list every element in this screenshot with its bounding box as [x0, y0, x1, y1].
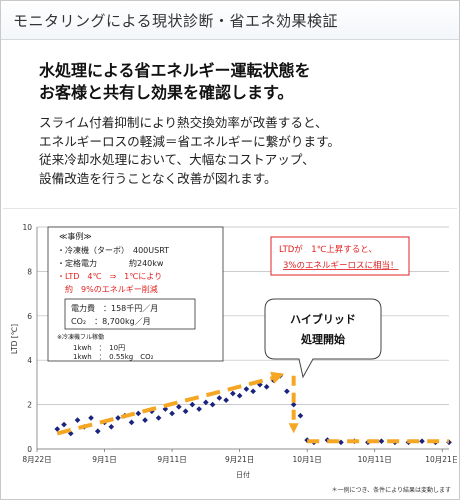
conv-line-1: 1kwh ： 10円: [73, 344, 125, 352]
body-line-4: 設備改造を行うことなく改善が図れます。: [39, 170, 277, 186]
ltd-note-line-1: LTDが 1℃上昇すると、: [279, 244, 377, 255]
y-tick-label: 8: [27, 267, 32, 276]
case-item-4: 約 9%のエネルギー削減: [57, 284, 158, 294]
ltd-chart: 0 2 4 6 8 10 8月22日 9月1日 9月11日 9月21日 10月1日 10月11日 10月…: [3, 208, 459, 499]
body-line-3: 従来冷却水処理において、大幅なコストアップ、: [39, 152, 315, 167]
x-tick-label: 8月22日: [22, 455, 51, 464]
hybrid-line-2: 処理開始: [300, 332, 345, 346]
data-point: [169, 410, 175, 417]
ltd-note-box: [270, 236, 410, 276]
case-item-1: ・冷凍機（ターボ） 400USRT: [57, 245, 169, 255]
y-tick-label: 2: [27, 401, 32, 410]
data-point: [88, 415, 94, 421]
data-point: [182, 408, 189, 415]
data-point: [284, 388, 290, 395]
data-point: [189, 401, 196, 408]
body-line-1: スライム付着抑制により熱交換効率が改善すると、: [39, 115, 328, 130]
y-tick-label: 10: [22, 223, 32, 232]
data-point: [250, 388, 256, 395]
x-tick-label: 10月21日: [425, 455, 457, 464]
section-title: モニタリングによる現状診断・省エネ効果検証: [13, 11, 339, 30]
case-title: ≪事例≫: [59, 231, 92, 241]
y-tick-label: 6: [27, 312, 32, 321]
trend-arrowhead-rise: [270, 371, 285, 384]
case-item-3: ・LTD 4℃ ⇒ 1℃により: [57, 272, 162, 281]
cost-line-2: CO₂ ：8,700kg／月: [71, 317, 151, 326]
ltd-chart-svg: 0 2 4 6 8 10 8月22日 9月1日 9月11日 9月21日 10月1日 10月11日 10月…: [10, 223, 459, 494]
data-point: [263, 384, 270, 390]
data-point: [54, 426, 61, 432]
data-point: [142, 417, 148, 423]
data-point: [135, 410, 142, 417]
data-point: [230, 390, 236, 397]
trend-line-rise: [56, 375, 275, 436]
x-tick-label: 10月1日: [292, 455, 321, 464]
x-tick-label: 10月11日: [358, 455, 392, 464]
ltd-note-line-2: 3%のエネルギーロスに相当！: [283, 260, 399, 271]
hybrid-line-1: ハイブリッド: [290, 312, 356, 326]
data-point: [115, 415, 121, 421]
y-tick-label: 0: [27, 445, 32, 454]
case-box: [47, 226, 224, 362]
footnote: ＊一例につき、条件により結果は変動します: [332, 486, 451, 494]
trend-arrowhead-drop: [288, 423, 299, 434]
data-point: [155, 415, 162, 421]
data-point: [162, 406, 169, 412]
x-tick-label: 9月21日: [225, 455, 254, 464]
lead-line-2: お客様と共有し効果を確認します。: [39, 83, 294, 102]
data-point: [419, 438, 425, 445]
data-point: [236, 392, 243, 399]
section-header: モニタリングによる現状診断・省エネ効果検証: [1, 1, 459, 40]
data-point: [243, 386, 250, 392]
data-point: [203, 399, 209, 406]
x-tick-label: 9月11日: [157, 455, 186, 464]
lead-line-1: 水処理による省エネルギー運転状態を: [39, 61, 311, 80]
data-point: [378, 438, 385, 445]
y-axis-label: LTD [℃]: [10, 324, 19, 354]
data-point: [223, 397, 229, 403]
lead-text: 水処理による省エネルギー運転状態を お客様と共有し効果を確認します。: [39, 60, 429, 104]
body-text: スライム付着抑制により熱交換効率が改善すると、 エネルギーロスの軽減＝省エネルギ…: [39, 114, 439, 188]
data-point: [290, 401, 297, 408]
cost-line-1: 電力費 ：158千円／月: [71, 303, 158, 313]
data-point: [338, 439, 344, 446]
data-point: [108, 423, 115, 430]
data-point: [128, 419, 135, 426]
data-point: [61, 421, 67, 428]
y-tick-label: 4: [27, 356, 32, 365]
x-tick-label: 9月1日: [92, 455, 117, 464]
data-point: [196, 406, 202, 412]
case-item-2: ・定格電力 約240kw: [57, 258, 164, 268]
data-point: [216, 395, 223, 401]
data-point: [209, 401, 216, 408]
data-point: [176, 403, 182, 410]
data-point: [74, 417, 81, 423]
data-point: [297, 412, 304, 419]
cost-box: [64, 298, 196, 330]
conv-title: ※冷凍機フル稼働: [57, 333, 104, 341]
x-axis-label: 日付: [236, 470, 250, 479]
axes: 0 2 4 6 8 10 8月22日 9月1日 9月11日 9月21日 10月1日 10月11日 10月…: [22, 223, 459, 464]
hybrid-callout: [264, 298, 382, 379]
data-point: [94, 428, 101, 435]
body-line-2: エネルギーロスの軽減＝省エネルギーに繋がります。: [39, 133, 340, 149]
conv-line-2: 1kwh ： 0.55kg CO₂: [73, 353, 154, 361]
